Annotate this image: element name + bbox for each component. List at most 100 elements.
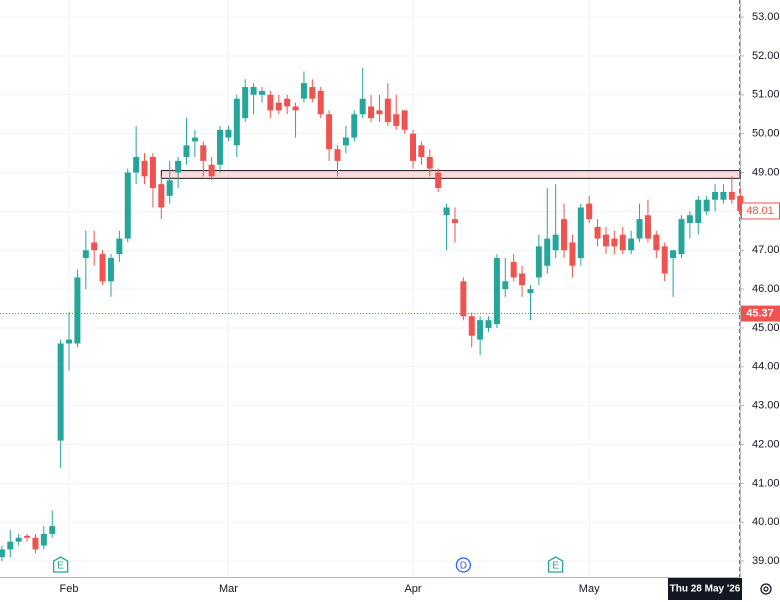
candle-body (284, 98, 291, 107)
candle-body (66, 339, 73, 344)
candle-body (191, 137, 198, 142)
zone (160, 170, 741, 179)
candle-body (208, 164, 215, 177)
event-marker[interactable]: E (52, 556, 69, 573)
candle-body (175, 160, 182, 173)
candle-body (418, 145, 425, 157)
candle-body (326, 114, 333, 150)
candle-body (7, 541, 14, 550)
event-label: E (552, 561, 559, 572)
x-tick-label: Feb (60, 583, 79, 595)
y-tick-label: 44.00 (752, 361, 780, 373)
x-tick-label: Mar (219, 583, 238, 595)
candle-body (57, 343, 64, 441)
event-marker[interactable]: E (547, 556, 564, 573)
y-tick-label: 47.00 (752, 244, 780, 256)
candle-body (133, 156, 140, 173)
candle-body (661, 246, 668, 274)
candle-body (233, 98, 240, 146)
y-tick-label: 43.00 (752, 400, 780, 412)
y-tick-label: 46.00 (752, 283, 780, 295)
y-tick-label: 42.00 (752, 438, 780, 450)
candle-body (309, 87, 316, 99)
candle-body (267, 94, 274, 111)
candle-body (158, 184, 165, 208)
candle-body (242, 87, 249, 119)
y-tick-label: 50.00 (752, 128, 780, 140)
candle-body (91, 242, 98, 251)
candle-body (712, 191, 719, 200)
candle-body (0, 549, 5, 558)
candle-body (644, 215, 651, 239)
candle-body (49, 526, 56, 534)
y-tick-label: 52.00 (752, 50, 780, 62)
candle-body (527, 289, 534, 293)
y-tick-label: 49.00 (752, 166, 780, 178)
candle-body (15, 537, 22, 542)
candle-body (376, 110, 383, 115)
candle-body (334, 149, 341, 161)
crosshair-label: Thu 28 May '26 (670, 584, 741, 595)
price-line-tag (741, 305, 780, 322)
candle-body (435, 172, 442, 189)
candle-body (275, 102, 282, 111)
event-badge (547, 556, 564, 573)
candle-body (32, 537, 39, 550)
candle-body (653, 234, 660, 251)
candle-body (225, 129, 232, 138)
candle-body (183, 145, 190, 157)
candle-body (728, 191, 735, 200)
candle-body (485, 320, 492, 328)
candle-body (535, 246, 542, 278)
candle-body (678, 219, 685, 255)
crosshair-tag (668, 578, 742, 600)
candle-body (351, 114, 358, 138)
y-tick-label: 40.00 (752, 516, 780, 528)
candle-body (460, 281, 467, 317)
candle-body (384, 98, 391, 123)
candle-body (149, 156, 156, 189)
candle-body (82, 250, 89, 258)
candle-body (569, 242, 576, 266)
x-tick-label: May (579, 583, 600, 595)
candle-body (510, 261, 517, 278)
candle-body (40, 533, 47, 546)
gear (760, 583, 772, 595)
candle-body (703, 199, 710, 212)
candle-body (426, 156, 433, 169)
candle-body (502, 281, 509, 290)
candle-body (628, 238, 635, 251)
last-price-label: 48.01 (746, 205, 774, 217)
candle-body (477, 320, 484, 340)
candle-body (258, 90, 265, 95)
candle-body (107, 257, 114, 282)
candle-body (317, 90, 324, 115)
candle-body (250, 87, 257, 95)
event-marker[interactable]: D (455, 557, 472, 573)
candle-body (393, 114, 400, 126)
candle-body (594, 226, 601, 239)
settings-icon[interactable] (760, 583, 772, 595)
candle-body (552, 234, 559, 251)
event-label: D (460, 561, 467, 572)
candle-body (737, 195, 744, 211)
candle-body (468, 316, 475, 336)
candle-body (359, 98, 366, 115)
candle-body (519, 273, 526, 286)
candle-body (602, 234, 609, 247)
candle-body (544, 238, 551, 266)
candle-body (695, 199, 702, 224)
y-tick-label: 53.00 (752, 11, 780, 23)
candle-body (586, 203, 593, 220)
candle-body (443, 207, 450, 216)
candle-body (670, 250, 677, 258)
candle-body (636, 219, 643, 239)
event-badge (455, 557, 472, 573)
candle-body (141, 160, 148, 177)
candle-body (720, 191, 727, 200)
candle-body (217, 129, 224, 165)
candle-body (342, 137, 349, 146)
candle-body (99, 254, 106, 282)
